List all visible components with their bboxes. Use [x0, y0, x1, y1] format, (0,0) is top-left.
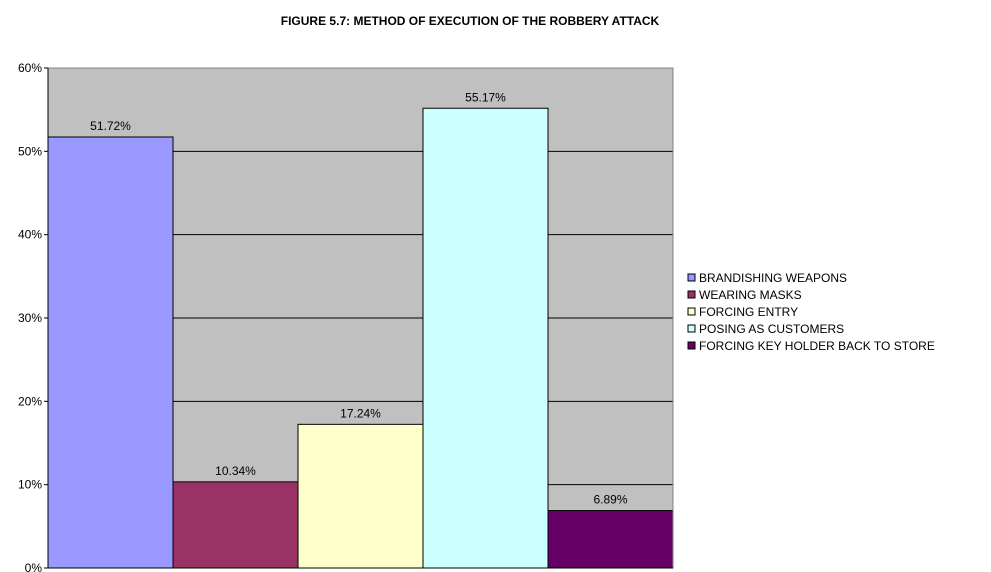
data-label: 51.72% — [90, 119, 131, 133]
bar — [297, 423, 424, 569]
legend-swatch — [687, 290, 696, 299]
bar — [422, 107, 549, 569]
y-tick-label: 60% — [18, 61, 42, 75]
legend: BRANDISHING WEAPONS WEARING MASKS FORCING … — [687, 271, 935, 353]
plot-area: 51.72% 10.34% 17.24% 55.17% 6.89% 0% 10% 20% 30%… — [18, 61, 674, 572]
data-label: 55.17% — [465, 90, 506, 104]
legend-swatch — [687, 341, 696, 350]
bar — [547, 510, 674, 569]
chart-title: FIGURE 5.7: METHOD OF EXECUTION OF THE R… — [281, 14, 660, 28]
y-tick-label: 30% — [18, 311, 42, 325]
legend-label: FORCING ENTRY — [699, 305, 798, 319]
y-tick-label: 0% — [25, 561, 43, 572]
data-label: 17.24% — [340, 406, 381, 420]
y-tick-label: 20% — [18, 394, 42, 408]
bar — [47, 136, 174, 569]
legend-swatch — [687, 324, 696, 333]
legend-swatch — [687, 273, 696, 282]
data-label: 6.89% — [593, 493, 627, 507]
legend-label: POSING AS CUSTOMERS — [699, 322, 844, 336]
legend-swatch — [687, 307, 696, 316]
y-tick-label: 40% — [18, 228, 42, 242]
legend-label: WEARING MASKS — [699, 288, 802, 302]
legend-label: BRANDISHING WEAPONS — [699, 271, 847, 285]
y-tick-label: 50% — [18, 144, 42, 158]
y-tick-label: 10% — [18, 478, 42, 492]
data-label: 10.34% — [215, 464, 256, 478]
bar — [172, 481, 299, 569]
legend-label: FORCING KEY HOLDER BACK TO STORE — [699, 339, 935, 353]
